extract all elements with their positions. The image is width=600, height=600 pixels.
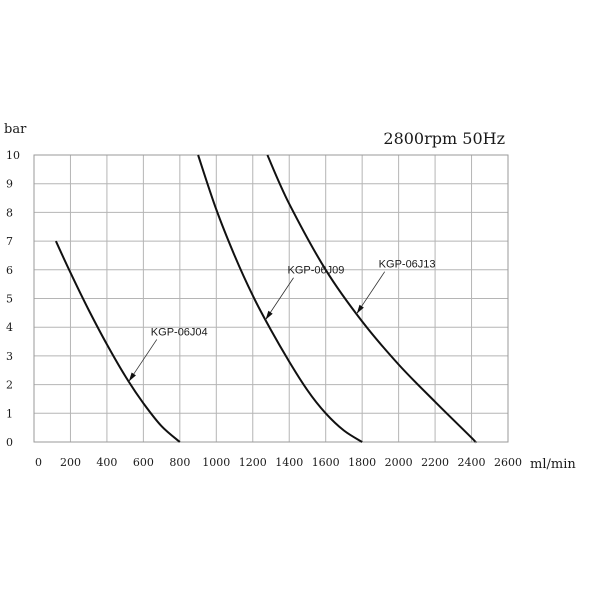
y-tick-label: 6 [6,264,13,277]
y-tick-label: 10 [6,149,20,162]
x-tick-label: 1400 [275,456,303,469]
series-line-kgp-06j13 [266,154,477,444]
curves [54,154,477,444]
series-label: KGP-06J09 [288,265,345,277]
x-tick-label: 1000 [202,456,230,469]
label-arrowhead [356,304,364,314]
x-tick-label: 600 [133,456,154,469]
x-tick-label: 2400 [458,456,486,469]
x-tick-label: 2000 [385,456,413,469]
x-tick-label: 400 [96,456,117,469]
x-tick-label: 2600 [494,456,522,469]
x-tick-label: 1200 [239,456,267,469]
x-tick-label: 800 [169,456,190,469]
series-line-kgp-06j09 [197,154,363,443]
series-label: KGP-06J04 [151,326,208,338]
chart-title: 2800rpm 50Hz [383,129,505,148]
plot-frame [33,154,509,443]
y-tick-label: 9 [6,178,13,191]
label-arrowhead [128,372,136,382]
x-axis-label: ml/min [530,457,576,472]
y-tick-label: 2 [6,379,13,392]
y-axis-label: bar [4,122,27,137]
x-tick-label: 1600 [312,456,340,469]
y-tick-label: 4 [6,321,13,334]
y-tick-label: 8 [6,206,13,219]
series-line-kgp-06j04 [54,240,181,443]
label-arrowhead [265,310,273,320]
y-tick-label: 3 [6,350,13,363]
y-tick-label: 5 [6,293,13,306]
y-tick-label: 1 [6,407,13,420]
x-tick-label: 1800 [348,456,376,469]
tick-labels: 0 200 400 600 800 1000 1200 1400 1600 1800 2000 220… [6,149,522,469]
y-tick-label: 0 [6,436,13,449]
x-tick-label: 200 [60,456,81,469]
x-tick-label: 0 [35,456,42,469]
series-labels: KGP-06J04 KGP-06J09 KGP-06J13 [128,259,436,382]
grid [33,154,509,443]
y-tick-label: 7 [6,235,13,248]
x-tick-label: 2200 [421,456,449,469]
series-label: KGP-06J13 [379,259,436,271]
